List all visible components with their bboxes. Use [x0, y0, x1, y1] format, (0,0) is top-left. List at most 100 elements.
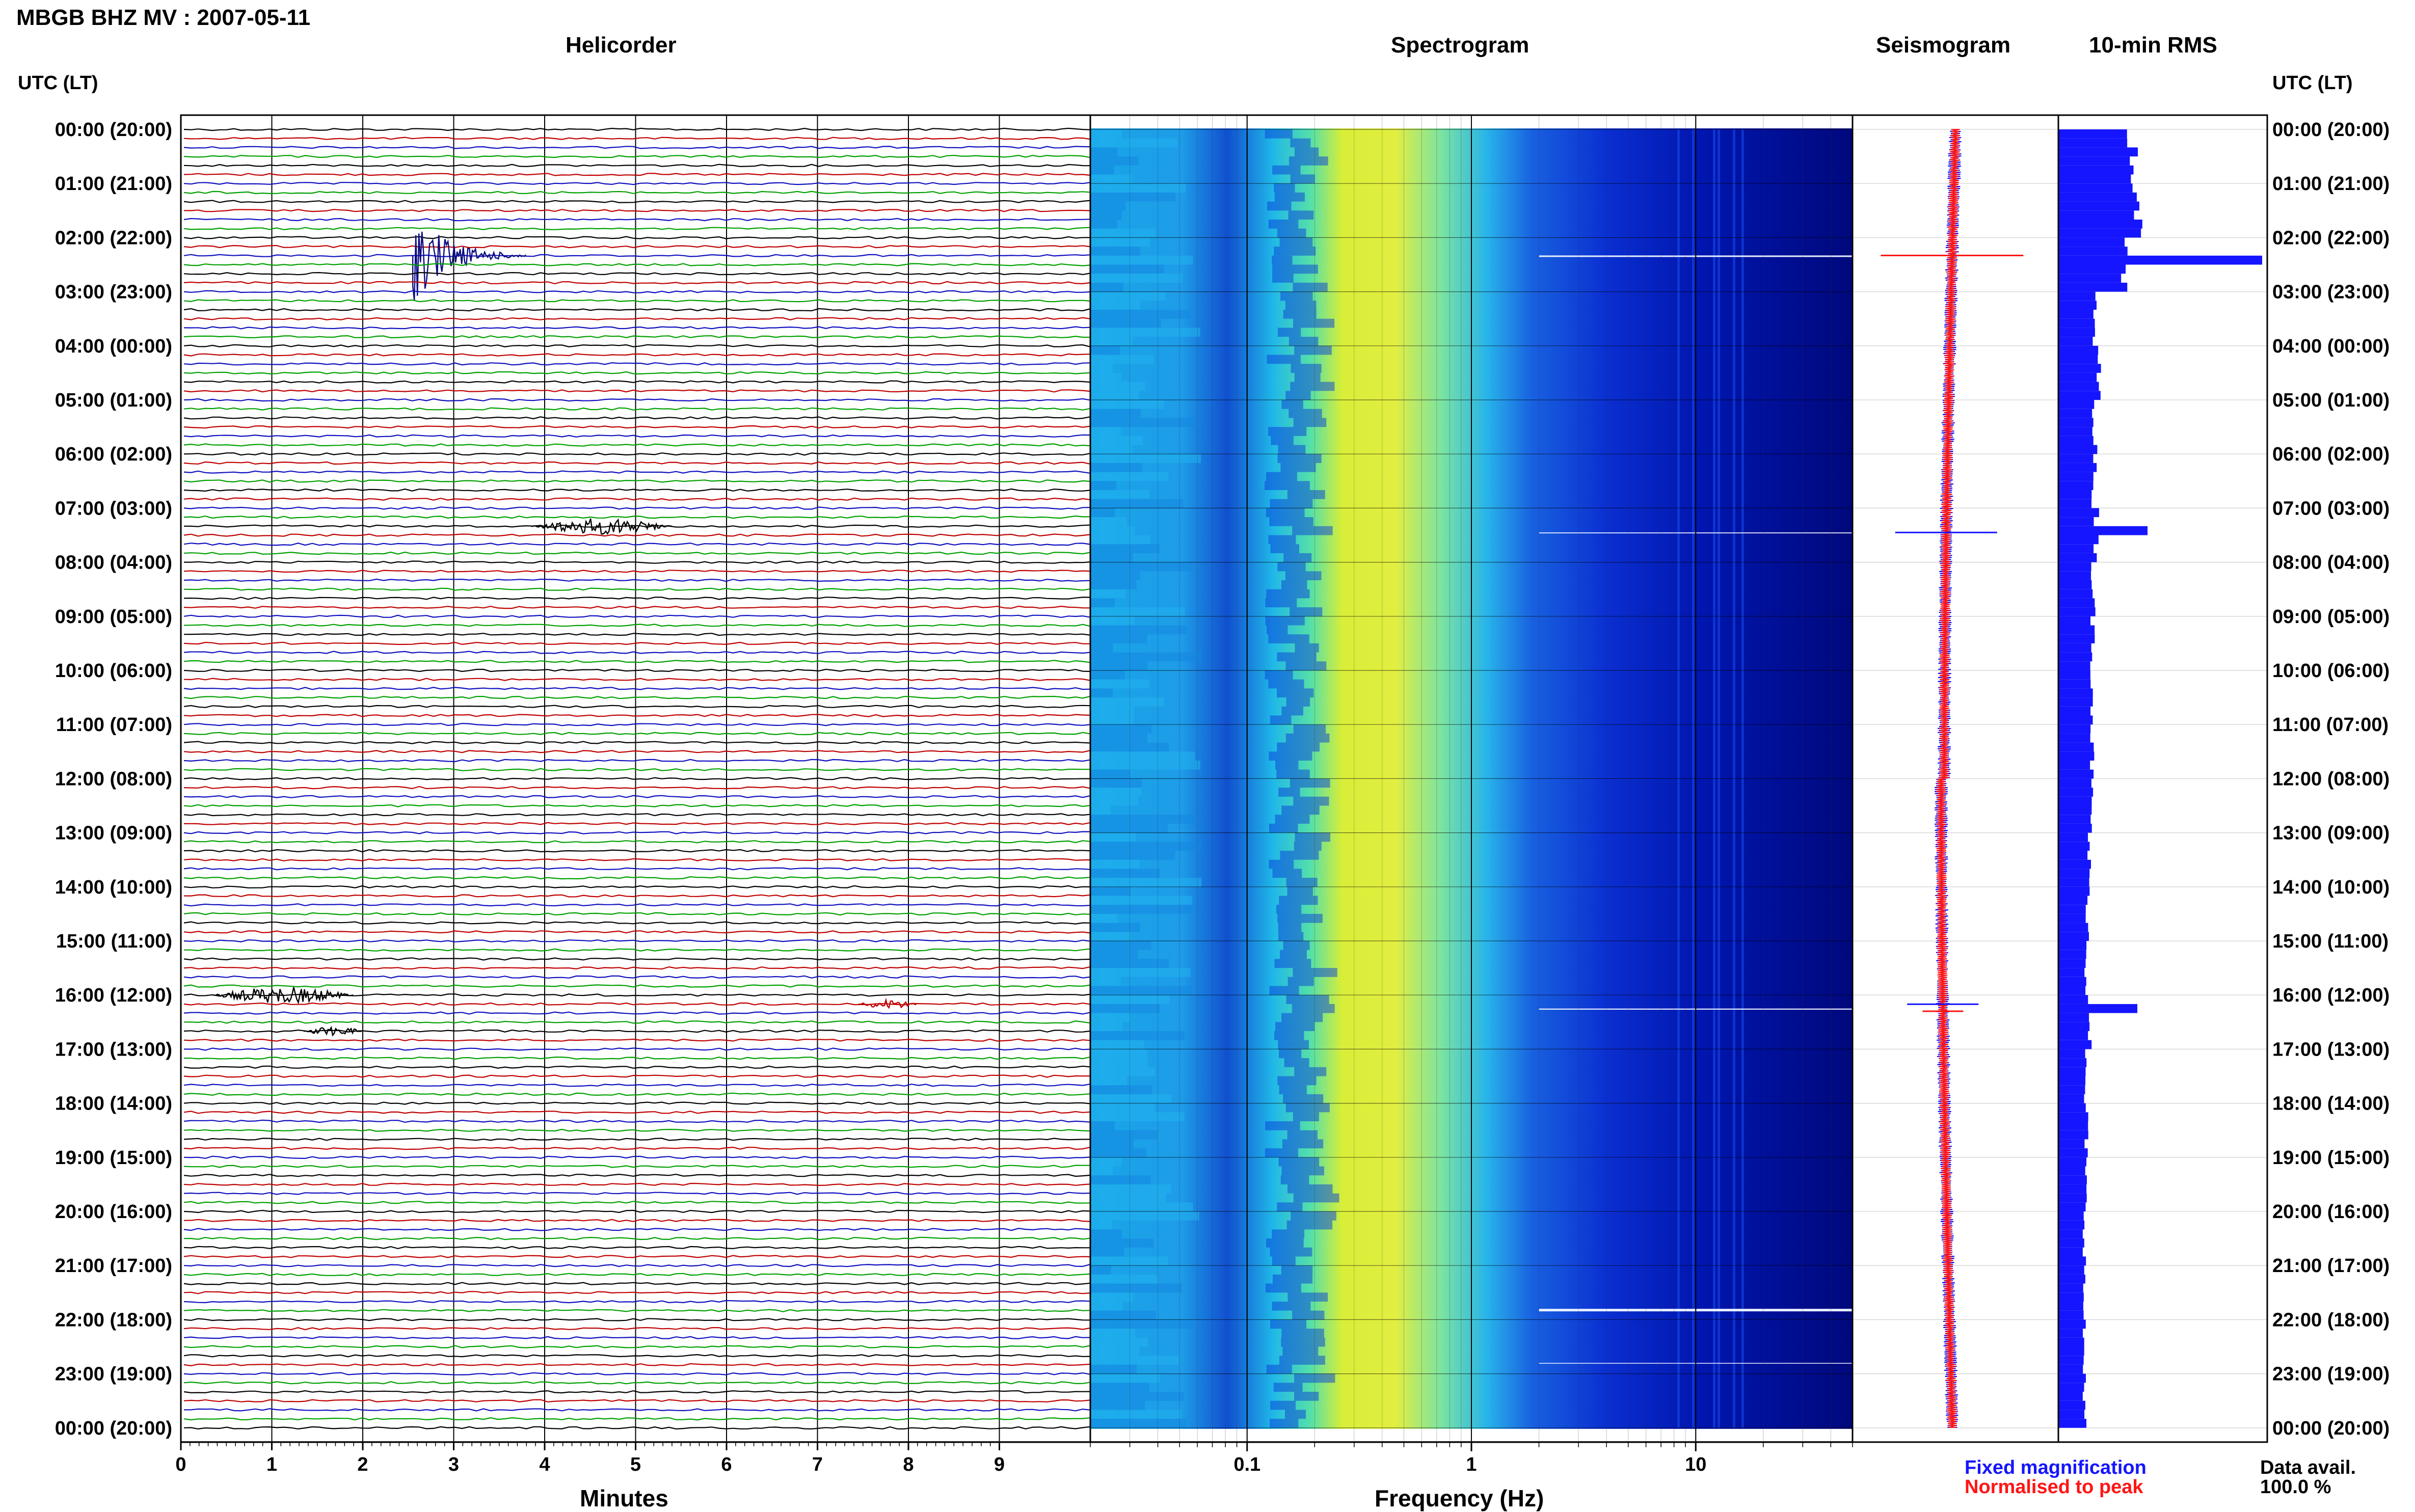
seismogram-panel: [1852, 114, 2059, 1443]
spectrogram-lowfreq-row: [1090, 823, 1168, 833]
spectrogram-lowfreq-row: [1090, 1310, 1156, 1320]
spectrogram-dip-row: [1268, 220, 1299, 229]
utc-lt-left-label: UTC (LT): [18, 72, 98, 94]
spectrogram-dip-row: [1286, 1220, 1333, 1230]
spectrogram-dip-row: [1277, 742, 1320, 752]
spectrogram-dip-row: [1270, 715, 1292, 725]
spectrogram-dip-row: [1294, 842, 1322, 851]
spectrogram-lowfreq-row: [1090, 1085, 1152, 1094]
spectrogram-dip-row: [1285, 301, 1317, 310]
helicorder-trace: [183, 984, 1090, 988]
helicorder-trace: [183, 587, 1090, 591]
time-label-left: 10:00 (06:00): [55, 660, 172, 682]
spectrogram-lowfreq-row: [1090, 427, 1121, 436]
spectrogram-dip-row: [1280, 463, 1316, 472]
spectrogram-dip-row: [1295, 832, 1330, 842]
spectrogram-dip-row: [1274, 183, 1295, 193]
rms-bar: [2058, 1121, 2088, 1130]
spectrogram-dip-row: [1272, 1256, 1296, 1266]
helicorder-trace: [183, 236, 1090, 239]
helicorder-trace: [183, 632, 1090, 636]
spectrogram-dip-row: [1281, 400, 1303, 409]
rms-bar: [2058, 1383, 2084, 1392]
spectrogram-lowfreq-row: [1090, 472, 1169, 481]
rms-bar: [2058, 1256, 2086, 1266]
rms-bar: [2058, 995, 2088, 1004]
spectrogram-lowfreq-row: [1090, 878, 1202, 887]
spectrogram-dip-row: [1268, 634, 1309, 643]
helicorder-trace: [183, 1363, 1090, 1367]
spectrogram-lowfreq-row: [1090, 1283, 1183, 1293]
spectrogram-lowfreq-row: [1090, 986, 1192, 995]
spectrogram-dip-row: [1266, 1364, 1292, 1374]
rms-bar: [2058, 913, 2086, 923]
rms-bar: [2058, 463, 2097, 472]
spectrogram-dip-row: [1277, 1202, 1303, 1211]
spectrogram-dip-row: [1270, 1247, 1312, 1257]
spectrogram-lowfreq-row: [1090, 1031, 1185, 1040]
rms-bar: [2058, 1220, 2085, 1230]
spectrogram-lowfreq-row: [1090, 147, 1118, 157]
helicorder-trace: [183, 200, 1090, 203]
spectrogram-dip-row: [1282, 1139, 1324, 1149]
spectrogram-dip-row: [1283, 310, 1317, 319]
rms-bar: [2058, 950, 2086, 959]
spectrogram-lowfreq-row: [1090, 1103, 1155, 1113]
time-label-left: 03:00 (23:00): [55, 282, 172, 303]
spectrogram-dip-row: [1270, 1319, 1307, 1329]
rms-bar: [2058, 201, 2139, 211]
rms-panel: [2057, 114, 2268, 1443]
spectrogram-lowfreq-row: [1090, 526, 1135, 535]
spectrogram-dip-row: [1277, 913, 1323, 923]
helicorder-trace: [183, 795, 1090, 798]
right-time-labels: 00:00 (20:00) 01:00 (21:00) 02:00 (22:00) 0…: [2272, 119, 2390, 1439]
spectrogram-lowfreq-row: [1090, 291, 1166, 301]
helicorder-trace: [183, 290, 1090, 293]
time-label-right: 10:00 (06:00): [2272, 660, 2390, 682]
helicorder-trace: [183, 353, 1090, 357]
spectrogram-lowfreq-row: [1090, 1364, 1137, 1374]
time-label-right: 02:00 (22:00): [2272, 227, 2390, 249]
time-label-right: 21:00 (17:00): [2272, 1255, 2390, 1277]
spectrogram-dip-row: [1292, 526, 1333, 535]
rms-bar: [2058, 562, 2091, 572]
spectrogram-lowfreq-row: [1090, 481, 1116, 490]
helicorder-trace: [183, 1155, 1090, 1159]
rms-bar: [2058, 769, 2094, 779]
spectrogram-lowfreq-row: [1090, 643, 1113, 653]
helicorder-trace: [183, 272, 1090, 276]
rms-bar: [2058, 1049, 2085, 1059]
rms-bar: [2058, 697, 2093, 707]
helicorder-trace: [183, 1047, 1090, 1051]
rms-bar: [2058, 1013, 2089, 1022]
time-label-right: 23:00 (19:00): [2272, 1364, 2390, 1385]
spectrogram-lowfreq-row: [1090, 517, 1127, 526]
helicorder-trace: [183, 164, 1090, 168]
spectrogram-lowfreq-row: [1090, 977, 1121, 986]
helicorder-trace: [183, 1336, 1090, 1339]
helicorder-trace: [183, 1056, 1090, 1060]
helicorder-trace: [183, 452, 1090, 456]
helicorder-trace: [183, 1417, 1090, 1421]
spectrogram-dip-row: [1293, 1193, 1339, 1203]
helicorder-trace: [183, 209, 1090, 212]
helicorder-trace: [183, 597, 1090, 600]
spectrogram-dip-row: [1278, 1157, 1320, 1167]
helicorder-trace: [183, 533, 1090, 537]
helicorder-x-tick-label: 2: [357, 1454, 368, 1475]
spectrogram-dip-row: [1293, 318, 1335, 328]
rms-bar: [2058, 886, 2090, 896]
spectrogram-lowfreq-row: [1090, 769, 1130, 779]
time-label-right: 14:00 (10:00): [2272, 877, 2390, 898]
helicorder-trace: [183, 317, 1090, 320]
helicorder-trace: [183, 1300, 1090, 1304]
spectrogram-dip-row: [1274, 1031, 1304, 1040]
spectrogram-dip-row: [1293, 418, 1327, 427]
spectrogram-dip-row: [1268, 535, 1296, 545]
spectrogram-dip-row: [1287, 1292, 1328, 1302]
spectrogram-lowfreq-row: [1090, 301, 1141, 310]
rms-bar: [2058, 1202, 2086, 1211]
spectrogram-dip-row: [1283, 553, 1312, 562]
rms-bar: [2058, 823, 2092, 833]
rms-bar: [2058, 220, 2142, 229]
